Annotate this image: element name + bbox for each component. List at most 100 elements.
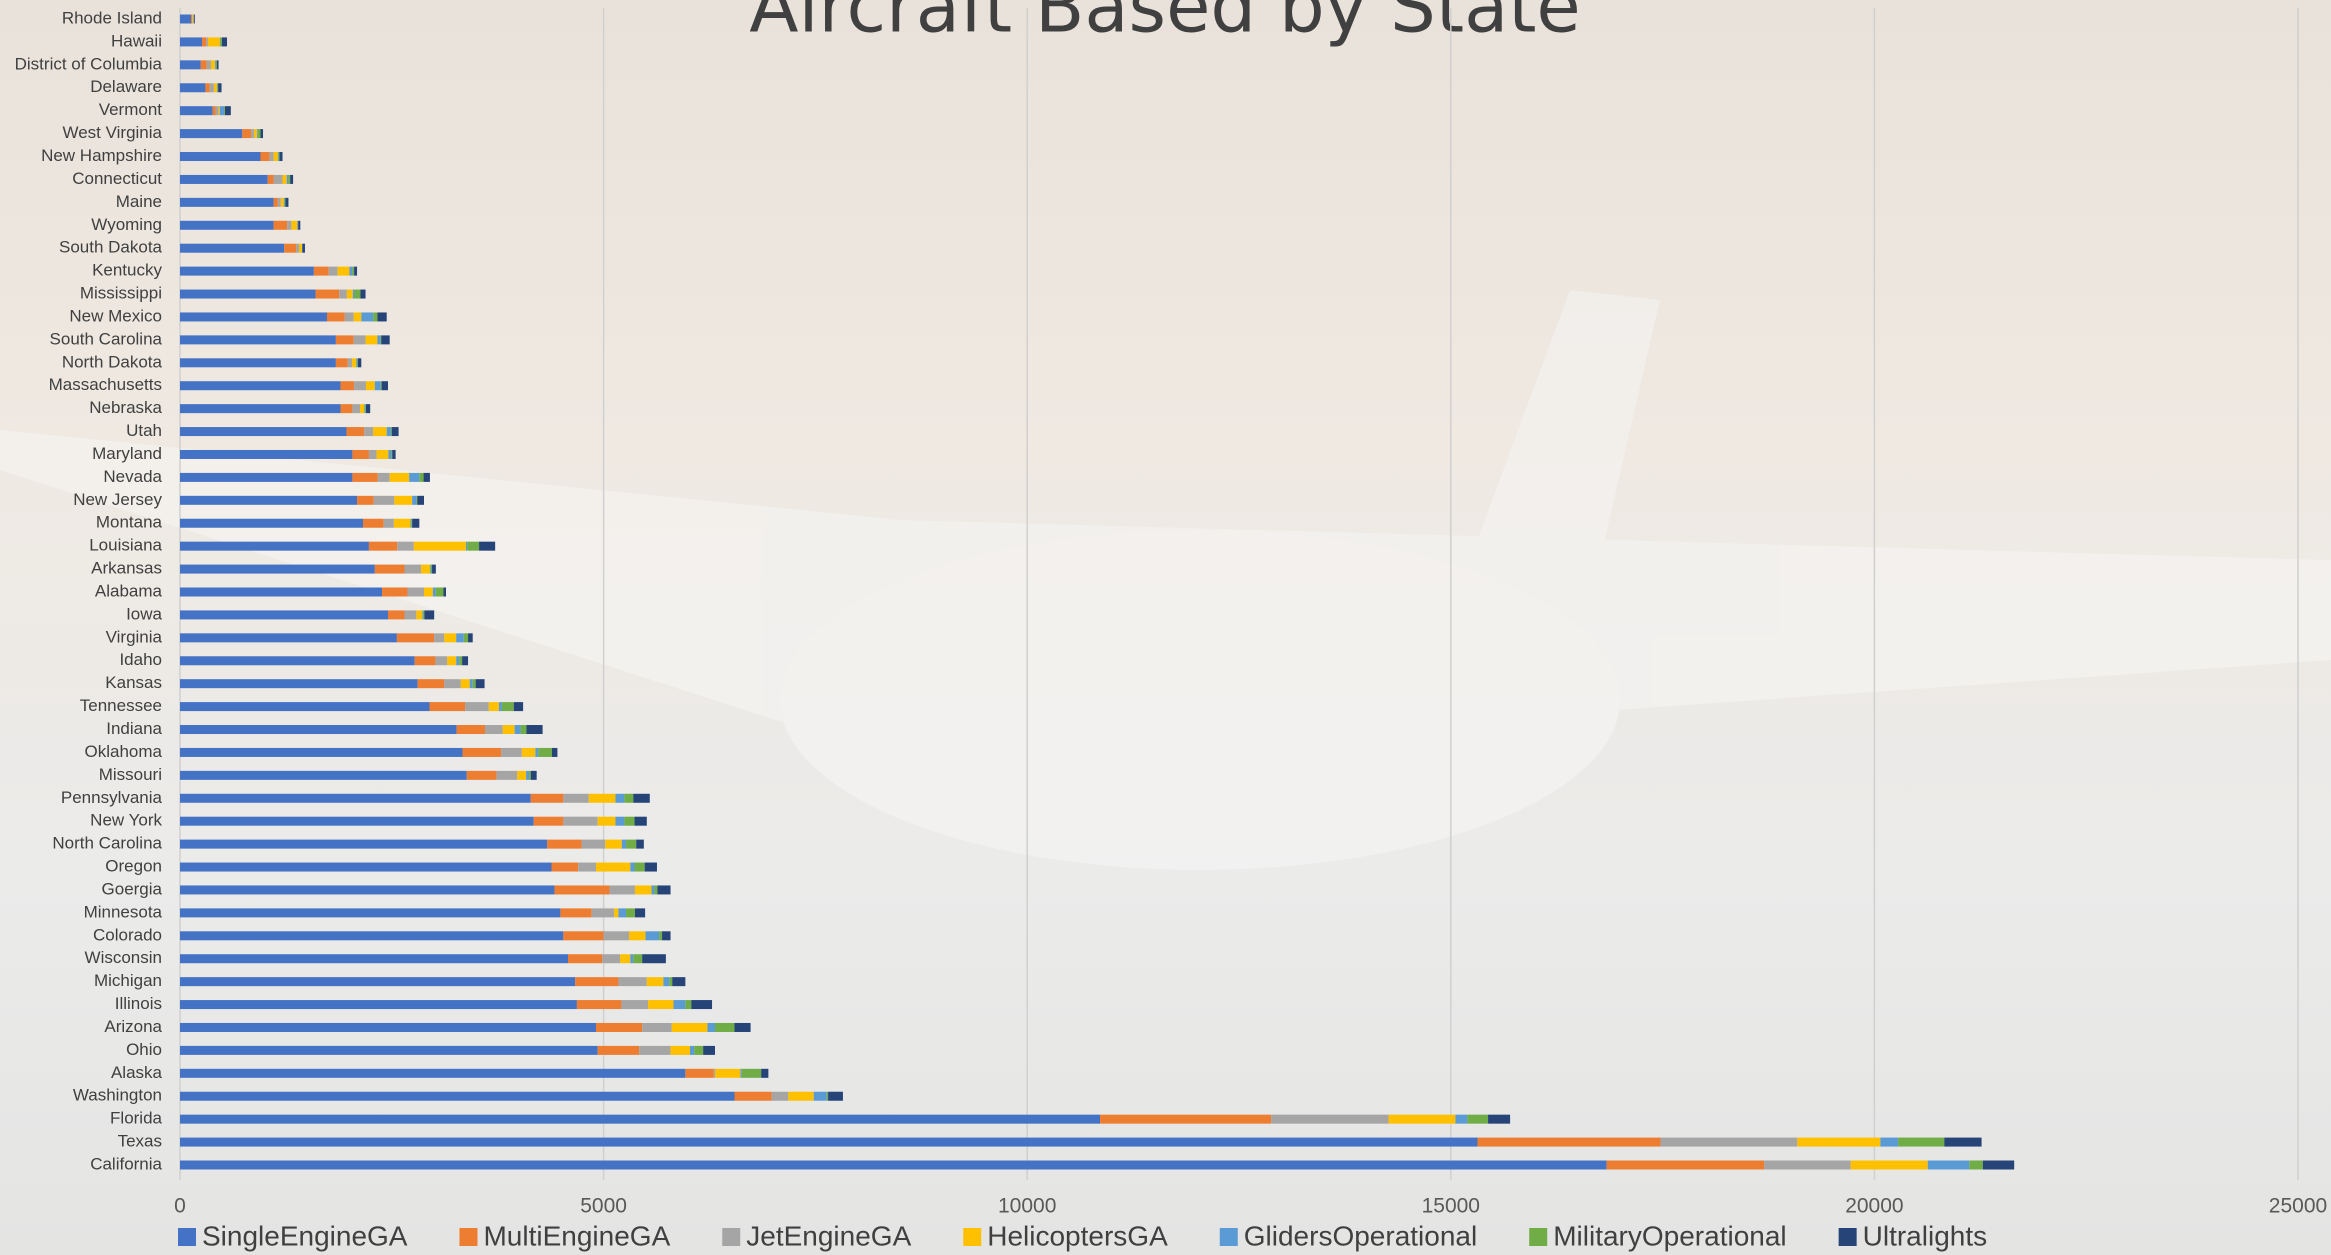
bar-segment [352,472,378,482]
bar-segment [180,610,388,620]
bar-segment [554,885,610,895]
x-tick-label: 5000 [580,1195,627,1218]
bar-segment [365,404,366,414]
bar-segment [313,266,329,276]
category-label: New Mexico [69,306,162,325]
bar-segment [216,60,217,70]
bar-segment [360,289,366,299]
category-label: Connecticut [72,169,162,188]
bar-segment [352,404,361,414]
bar-segment [578,862,596,872]
bar-segment [284,197,286,207]
bar-segment [377,472,390,482]
bar-segment [286,174,289,184]
bar-segment [364,404,366,414]
category-label: Oklahoma [85,742,163,761]
bar-segment [220,37,222,47]
bar-segment [621,839,627,849]
bar-segment [488,702,499,712]
bar-segment [180,1160,1607,1170]
bar-segment [633,793,650,803]
bar-segment [180,541,369,551]
bar-segment [180,633,397,643]
bar-segment [421,564,430,574]
bar-segment [456,633,464,643]
bar-segment [826,1091,829,1101]
bar-segment [180,358,336,368]
legend-label: Ultralights [1863,1220,1987,1251]
category-label: New Jersey [73,490,162,509]
bar-segment [202,37,207,47]
bar-segment [357,358,358,368]
bar-segment [206,37,208,47]
bar-segment [409,472,420,482]
category-label: Virginia [106,627,163,646]
category-label: South Carolina [50,329,163,348]
bar-segment [424,610,435,620]
bar-segment [419,472,424,482]
bar-segment [624,793,634,803]
bar-segment [193,14,195,24]
category-label: Louisiana [89,536,162,555]
bar-segment [456,656,460,666]
bar-segment [404,564,422,574]
bar-segment [575,977,619,987]
bar-segment [529,770,531,780]
bar-segment [609,885,635,895]
bar-segment [761,1068,769,1078]
bar-segment [501,702,514,712]
category-label: Missouri [99,765,162,784]
bar-segment [180,793,531,803]
bar-segment [357,358,362,368]
bar-segment [713,1068,716,1078]
bar-segment [597,816,616,826]
bar-segment [685,1000,692,1010]
bar-segment [1455,1114,1468,1124]
bar-segment [353,335,366,345]
bar-segment [530,770,537,780]
bar-segment [351,358,357,368]
bar-segment [430,564,433,574]
bar-segment [472,679,476,689]
category-label: Delaware [90,77,162,96]
bar-segment [670,1045,691,1055]
bar-segment [466,770,497,780]
bar-segment [373,427,387,437]
bar-segment [1606,1160,1765,1170]
bar-segment [347,358,352,368]
category-label: Utah [126,421,162,440]
bar-segment [382,587,408,597]
legend-swatch [1219,1228,1238,1246]
category-label: District of Columbia [15,54,163,73]
bar-segment [180,587,383,597]
bar-segment [377,312,387,322]
bar-segment [630,954,634,964]
bar-segment [460,679,470,689]
category-label: Goergia [102,879,163,898]
bar-segment [411,518,413,528]
bar-segment [551,862,579,872]
bar-segment [663,977,670,987]
bar-segment [535,747,539,757]
bar-segment [413,541,466,551]
bar-segment [1271,1114,1389,1124]
bar-segment [396,633,435,643]
bar-segment [180,1137,1478,1147]
bar-segment [444,633,457,643]
bar-segment [335,335,354,345]
bar-segment [279,152,283,162]
bar-segment [360,404,365,414]
bar-segment [605,839,622,849]
bar-segment [180,174,268,184]
bar-segment [180,449,353,459]
bar-segment [356,358,358,368]
bar-segment [192,14,194,24]
bar-segment [337,266,350,276]
bar-segment [180,83,206,93]
bar-segment [417,495,424,505]
bar-segment [1880,1137,1899,1147]
bar-segment [690,1045,695,1055]
bar-segment [180,495,358,505]
bar-segment [290,174,294,184]
